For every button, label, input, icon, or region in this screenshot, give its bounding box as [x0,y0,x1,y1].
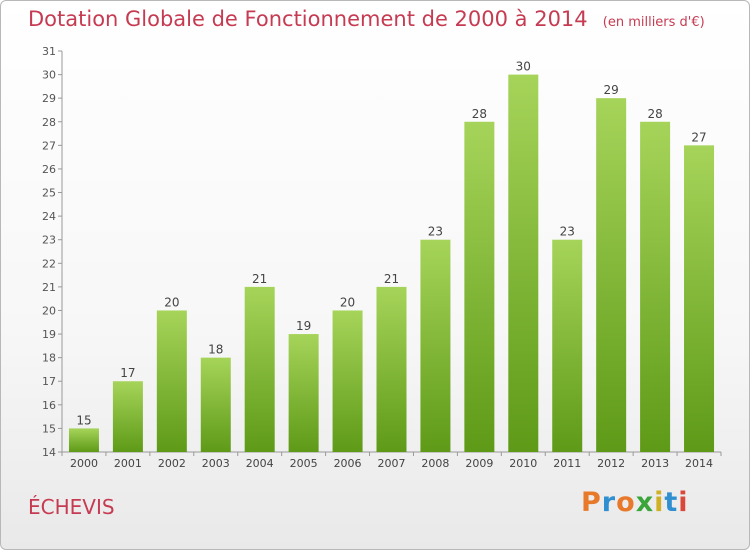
bars: 15 17 20 18 21 19 20 21 23 28 30 23 29 28 27 [68,60,715,453]
x-tick-label: 2000 [70,457,98,470]
y-tick-label: 24 [42,210,56,223]
y-tick-label: 26 [42,163,56,176]
bar-value-label: 15 [76,413,91,427]
y-tick-label: 25 [42,187,56,200]
y-tick-label: 17 [42,375,56,388]
x-tick-label: 2014 [685,457,713,470]
bar-value-label: 27 [691,130,706,144]
bar-value-label: 30 [516,60,531,74]
bar-value-label: 21 [384,272,399,286]
bar [112,381,143,452]
y-tick-label: 23 [42,234,56,247]
x-tick-label: 2009 [465,457,493,470]
chart-title: Dotation Globale de Fonctionnement de 20… [28,7,588,31]
x-tick-label: 2008 [421,457,449,470]
x-tick-label: 2012 [597,457,625,470]
bar [464,121,495,452]
bar-value-label: 21 [252,272,267,286]
bar [376,286,407,452]
bar [596,98,627,453]
y-tick-label: 22 [42,257,56,270]
bar [640,121,671,452]
axes: 14 15 16 17 18 19 20 21 22 23 24 25 26 27 28 29 30 31 2000… [42,45,722,470]
proxiti-logo[interactable]: Proxiti [581,487,689,518]
x-tick-label: 2013 [641,457,669,470]
x-tick-label: 2002 [158,457,186,470]
bar [244,286,275,452]
y-tick-label: 31 [42,45,56,58]
bar [420,239,451,452]
bar-value-label: 29 [604,83,619,97]
x-tick-label: 2005 [290,457,318,470]
bar-value-label: 28 [647,107,662,121]
commune-name: ÉCHEVIS [28,495,115,519]
bar-value-label: 28 [472,107,487,121]
bar [68,428,99,452]
bar-value-label: 23 [428,225,443,239]
y-tick-label: 18 [42,352,56,365]
bar [552,239,583,452]
x-tick-label: 2004 [246,457,274,470]
bar [684,145,715,452]
x-tick-label: 2007 [378,457,406,470]
y-tick-label: 21 [42,281,56,294]
x-tick-label: 2003 [202,457,230,470]
y-tick-label: 29 [42,92,56,105]
bar-value-label: 20 [340,295,355,309]
x-tick-label: 2010 [509,457,537,470]
bar-value-label: 23 [560,225,575,239]
y-tick-label: 28 [42,116,56,129]
title-row: Dotation Globale de Fonctionnement de 20… [28,7,705,31]
y-tick-label: 30 [42,69,56,82]
bar-value-label: 18 [208,343,223,357]
y-tick-label: 20 [42,304,56,317]
bar [156,310,187,452]
x-tick-label: 2006 [334,457,362,470]
y-tick-label: 14 [42,446,56,459]
bar [200,357,231,452]
bar-value-label: 19 [296,319,311,333]
x-tick-label: 2011 [553,457,581,470]
y-tick-label: 16 [42,399,56,412]
y-tick-label: 27 [42,139,56,152]
bar [332,310,363,452]
y-tick-label: 15 [42,422,56,435]
bar [508,74,539,453]
bar [288,334,319,452]
bar-value-label: 17 [120,366,135,380]
x-tick-label: 2001 [114,457,142,470]
chart-unit: (en milliers d'€) [602,15,705,30]
bar-value-label: 20 [164,295,179,309]
y-tick-label: 19 [42,328,56,341]
